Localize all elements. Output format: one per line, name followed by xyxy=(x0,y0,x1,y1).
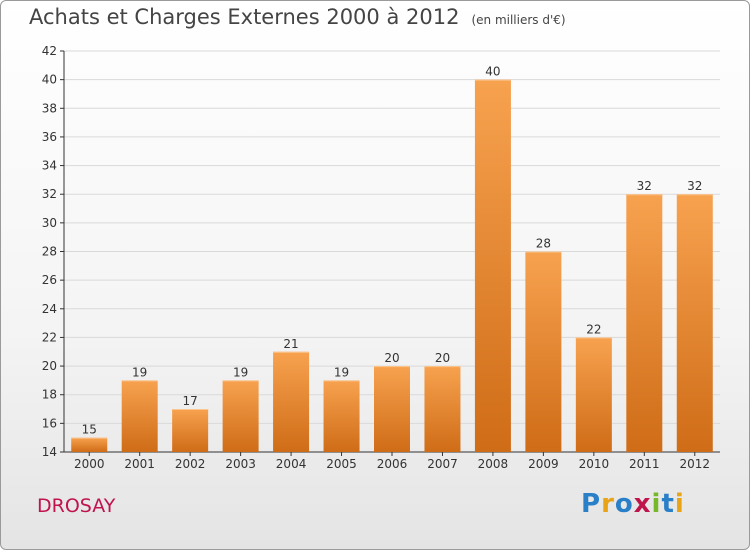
data-label: 15 xyxy=(82,423,97,437)
bar xyxy=(575,337,612,452)
y-tick-label: 34 xyxy=(42,159,57,173)
x-tick-label: 2011 xyxy=(629,457,660,471)
x-tick-label: 2006 xyxy=(377,457,408,471)
y-tick-label: 36 xyxy=(42,130,57,144)
bar xyxy=(626,194,663,452)
chart-title: Achats et Charges Externes 2000 à 2012 (e… xyxy=(29,5,566,29)
data-label: 20 xyxy=(384,351,399,365)
x-tick-label: 2008 xyxy=(478,457,509,471)
x-tick-label: 2010 xyxy=(579,457,610,471)
x-tick-label: 2004 xyxy=(276,457,307,471)
x-tick-label: 2001 xyxy=(124,457,155,471)
y-tick-label: 22 xyxy=(42,330,57,344)
x-tick-label: 2007 xyxy=(427,457,458,471)
bar xyxy=(121,380,158,452)
y-tick-label: 42 xyxy=(42,44,57,58)
y-tick-label: 30 xyxy=(42,216,57,230)
bar xyxy=(172,409,209,452)
data-label: 19 xyxy=(334,365,349,379)
proxiti-logo: Proxiti xyxy=(581,489,685,519)
bar xyxy=(525,251,562,452)
bar xyxy=(222,380,259,452)
x-tick-label: 2002 xyxy=(175,457,206,471)
y-tick-label: 20 xyxy=(42,359,57,373)
bar xyxy=(424,366,461,452)
bar xyxy=(323,380,360,452)
commune-name: DROSAY xyxy=(37,495,116,517)
data-label: 22 xyxy=(586,322,601,336)
bar xyxy=(474,79,511,453)
y-tick-label: 14 xyxy=(42,445,57,459)
bar xyxy=(273,351,310,452)
y-tick-label: 40 xyxy=(42,73,57,87)
x-tick-label: 2009 xyxy=(528,457,559,471)
x-tick-label: 2000 xyxy=(74,457,105,471)
data-label: 20 xyxy=(435,351,450,365)
data-label: 19 xyxy=(233,365,248,379)
data-label: 32 xyxy=(637,179,652,193)
x-tick-label: 2012 xyxy=(679,457,710,471)
chart-unit: (en milliers d'€) xyxy=(471,13,566,27)
data-label: 21 xyxy=(283,337,298,351)
x-tick-label: 2003 xyxy=(225,457,256,471)
bar xyxy=(374,366,410,452)
y-tick-label: 18 xyxy=(42,388,57,402)
bar xyxy=(676,194,713,452)
data-label: 17 xyxy=(183,394,198,408)
chart-title-text: Achats et Charges Externes 2000 à 2012 xyxy=(29,5,460,29)
data-label: 40 xyxy=(485,65,500,79)
data-label: 19 xyxy=(132,365,147,379)
y-tick-label: 16 xyxy=(42,416,57,430)
data-label: 32 xyxy=(687,179,702,193)
y-tick-label: 32 xyxy=(42,187,57,201)
y-tick-label: 26 xyxy=(42,273,57,287)
x-tick-label: 2005 xyxy=(326,457,357,471)
bar xyxy=(71,437,108,452)
data-label: 28 xyxy=(536,237,551,251)
y-tick-label: 24 xyxy=(42,302,57,316)
y-tick-label: 28 xyxy=(42,245,57,259)
y-tick-label: 38 xyxy=(42,101,57,115)
